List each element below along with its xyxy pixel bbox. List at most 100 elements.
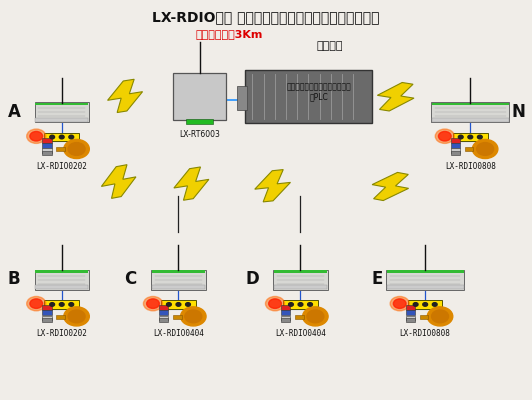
Bar: [42, 310, 52, 315]
FancyBboxPatch shape: [273, 270, 328, 290]
Bar: [453, 133, 487, 142]
Bar: [451, 138, 460, 143]
Circle shape: [50, 303, 55, 306]
Circle shape: [144, 296, 163, 311]
Text: LX-RDIO0404: LX-RDIO0404: [153, 329, 204, 338]
Bar: [451, 151, 460, 155]
Circle shape: [69, 135, 73, 139]
Bar: [42, 318, 52, 322]
Bar: [42, 305, 52, 310]
Circle shape: [30, 132, 43, 141]
Bar: [432, 118, 509, 122]
Polygon shape: [102, 165, 136, 198]
Bar: [451, 143, 460, 148]
Text: LX-RDIO0202: LX-RDIO0202: [36, 329, 87, 338]
Polygon shape: [174, 167, 209, 200]
Bar: [173, 315, 181, 319]
Circle shape: [64, 140, 89, 158]
Circle shape: [468, 135, 472, 139]
Circle shape: [459, 135, 463, 139]
Bar: [159, 316, 168, 320]
Circle shape: [30, 299, 43, 308]
Text: A: A: [7, 102, 20, 120]
FancyBboxPatch shape: [386, 270, 464, 290]
Polygon shape: [107, 79, 143, 112]
Circle shape: [64, 307, 89, 326]
Circle shape: [433, 303, 437, 306]
Text: LX-RDIO系列 无线开关量测控模块一主多从配套使用: LX-RDIO系列 无线开关量测控模块一主多从配套使用: [152, 11, 380, 25]
Circle shape: [477, 143, 494, 155]
FancyBboxPatch shape: [245, 70, 372, 123]
Bar: [405, 310, 415, 315]
Circle shape: [393, 299, 406, 308]
Text: 控制中心: 控制中心: [317, 40, 343, 50]
Circle shape: [477, 135, 482, 139]
Circle shape: [472, 140, 498, 158]
Circle shape: [68, 143, 85, 155]
Circle shape: [185, 310, 202, 323]
FancyBboxPatch shape: [152, 270, 205, 290]
Bar: [281, 305, 290, 310]
Circle shape: [423, 303, 428, 306]
Text: 西门子、三菱、欧姆龙、施耐德
等PLC: 西门子、三菱、欧姆龙、施耐德 等PLC: [287, 82, 352, 101]
Circle shape: [180, 307, 206, 326]
Bar: [42, 143, 52, 148]
Polygon shape: [255, 170, 290, 202]
Bar: [281, 310, 290, 315]
Circle shape: [167, 303, 171, 306]
FancyBboxPatch shape: [35, 102, 89, 122]
Bar: [387, 270, 464, 272]
Bar: [420, 315, 428, 319]
Circle shape: [68, 310, 85, 323]
Bar: [35, 285, 88, 289]
Bar: [405, 318, 415, 322]
Text: 无线传输视距3Km: 无线传输视距3Km: [195, 28, 263, 38]
Bar: [405, 316, 415, 320]
Text: LX-RDIO0202: LX-RDIO0202: [36, 162, 87, 171]
Bar: [42, 151, 52, 155]
Circle shape: [438, 132, 451, 141]
Polygon shape: [377, 82, 414, 111]
Circle shape: [431, 310, 448, 323]
Circle shape: [435, 129, 454, 143]
Bar: [56, 147, 65, 151]
Bar: [42, 316, 52, 320]
Bar: [408, 300, 443, 309]
Bar: [237, 86, 247, 110]
Text: LX-RDIO0808: LX-RDIO0808: [445, 162, 496, 171]
Text: LX-RDIO0404: LX-RDIO0404: [275, 329, 326, 338]
Circle shape: [147, 299, 160, 308]
Circle shape: [307, 303, 312, 306]
Circle shape: [27, 296, 46, 311]
Bar: [35, 118, 88, 122]
Bar: [405, 305, 415, 310]
FancyBboxPatch shape: [35, 270, 89, 290]
Bar: [161, 300, 196, 309]
Bar: [152, 285, 205, 289]
Circle shape: [69, 303, 73, 306]
Text: LX-RT6003: LX-RT6003: [179, 130, 220, 139]
Circle shape: [60, 303, 64, 306]
Text: B: B: [7, 270, 20, 288]
Bar: [159, 310, 168, 315]
Bar: [186, 119, 213, 124]
Text: E: E: [372, 270, 383, 288]
FancyBboxPatch shape: [431, 102, 509, 122]
Bar: [281, 318, 290, 322]
Circle shape: [390, 296, 409, 311]
Bar: [274, 285, 327, 289]
Bar: [159, 305, 168, 310]
Circle shape: [50, 135, 55, 139]
Circle shape: [298, 303, 303, 306]
Text: C: C: [124, 270, 137, 288]
Bar: [451, 148, 460, 153]
Bar: [283, 300, 318, 309]
Bar: [465, 147, 473, 151]
Bar: [35, 270, 88, 272]
Bar: [45, 133, 79, 142]
Text: LX-RDIO0808: LX-RDIO0808: [400, 329, 451, 338]
Bar: [281, 316, 290, 320]
Bar: [42, 138, 52, 143]
Polygon shape: [372, 172, 409, 200]
Circle shape: [288, 303, 293, 306]
